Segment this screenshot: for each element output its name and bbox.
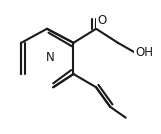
Text: O: O [97, 14, 106, 27]
Text: OH: OH [135, 46, 153, 59]
Text: N: N [46, 51, 54, 64]
